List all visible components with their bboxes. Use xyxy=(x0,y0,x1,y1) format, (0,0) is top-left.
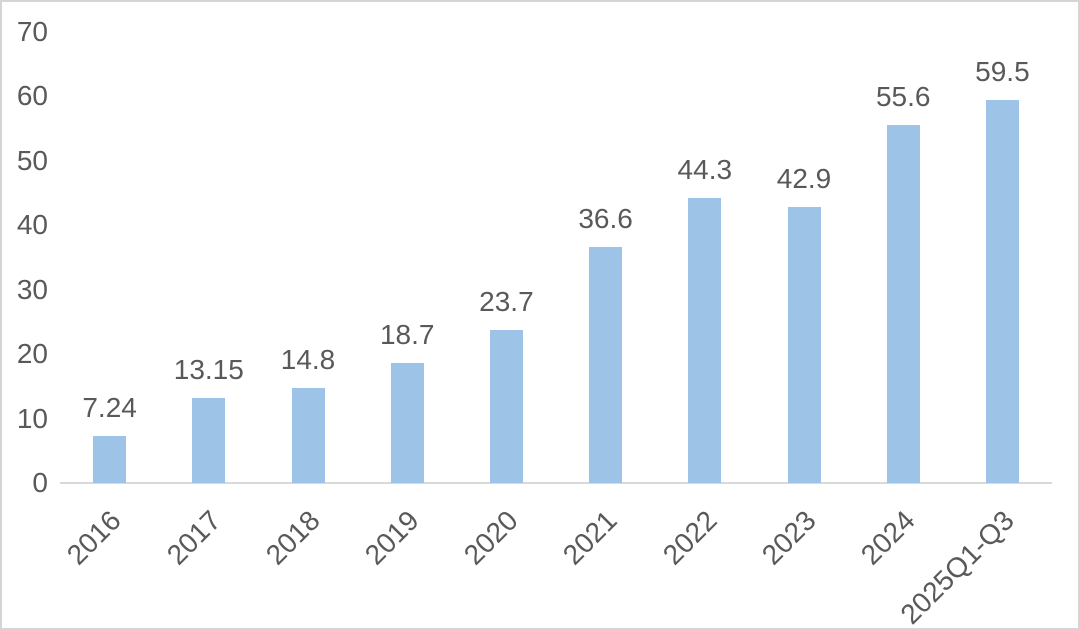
bar-2018 xyxy=(292,388,325,483)
y-axis-tick-label: 40 xyxy=(16,209,48,241)
bar-2020 xyxy=(490,330,523,483)
x-axis-tick-label: 2024 xyxy=(854,504,921,571)
bar-value-label: 36.6 xyxy=(578,203,633,234)
bar-2022 xyxy=(688,198,721,483)
y-axis-tick-label: 70 xyxy=(16,16,48,47)
y-axis-tick-label: 0 xyxy=(32,467,48,498)
x-axis-line xyxy=(60,482,1052,484)
y-axis-tick-label: 50 xyxy=(16,144,48,176)
bar-value-label: 23.7 xyxy=(479,286,534,317)
bar-value-label: 18.7 xyxy=(379,319,435,350)
bar-2016 xyxy=(93,436,126,483)
bar-value-label: 44.3 xyxy=(677,154,733,185)
bar-value-label: 13.15 xyxy=(173,354,244,385)
y-axis-tick-label: 30 xyxy=(16,273,48,305)
x-axis-tick-label: 2023 xyxy=(755,504,822,571)
x-axis-tick-label: 2022 xyxy=(656,504,723,571)
bar-value-label: 55.6 xyxy=(875,81,931,112)
bar-2024 xyxy=(887,125,920,483)
bar-2025Q1-Q3 xyxy=(986,100,1019,483)
bar-2019 xyxy=(391,363,424,483)
x-axis-tick-label: 2016 xyxy=(61,504,128,571)
bar-2017 xyxy=(192,398,225,483)
bar-value-label: 42.9 xyxy=(776,163,832,194)
y-axis-tick-label: 20 xyxy=(16,338,48,370)
bar-value-label: 14.8 xyxy=(280,344,336,375)
y-axis-tick-label: 10 xyxy=(16,402,48,434)
bar-2023 xyxy=(788,207,821,483)
y-axis-tick-label: 60 xyxy=(16,80,48,112)
x-axis-tick-label: 2021 xyxy=(557,504,624,571)
x-axis-tick-label: 2018 xyxy=(259,504,326,571)
x-axis-tick-label: 2020 xyxy=(457,504,524,571)
bar-2021 xyxy=(589,247,622,483)
bar-value-label: 59.5 xyxy=(975,56,1030,87)
x-axis-tick-label: 2019 xyxy=(358,504,425,571)
bar-value-label: 7.24 xyxy=(82,392,137,423)
x-axis-tick-label: 2017 xyxy=(160,504,227,571)
